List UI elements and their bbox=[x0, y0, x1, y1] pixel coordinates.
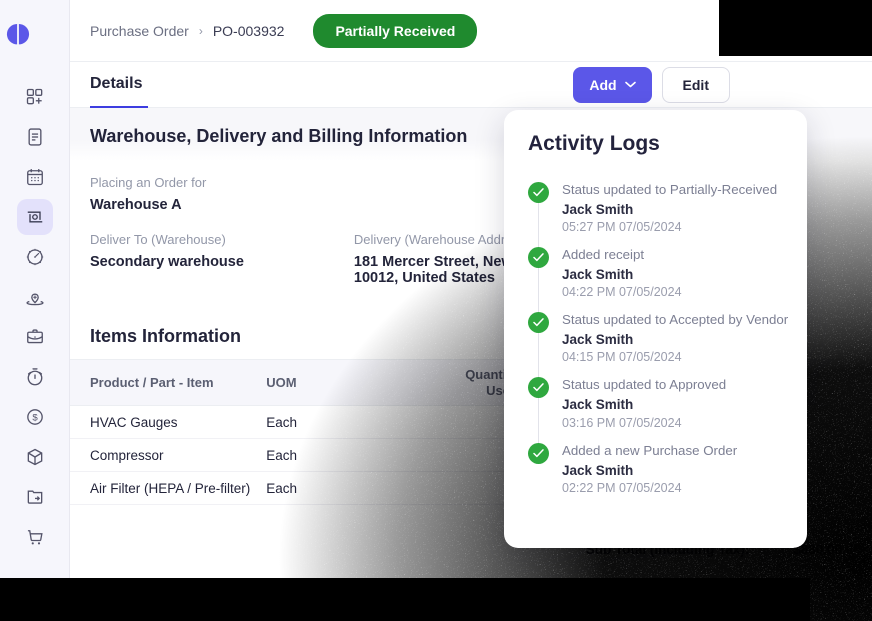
svg-text:$: $ bbox=[32, 413, 38, 424]
